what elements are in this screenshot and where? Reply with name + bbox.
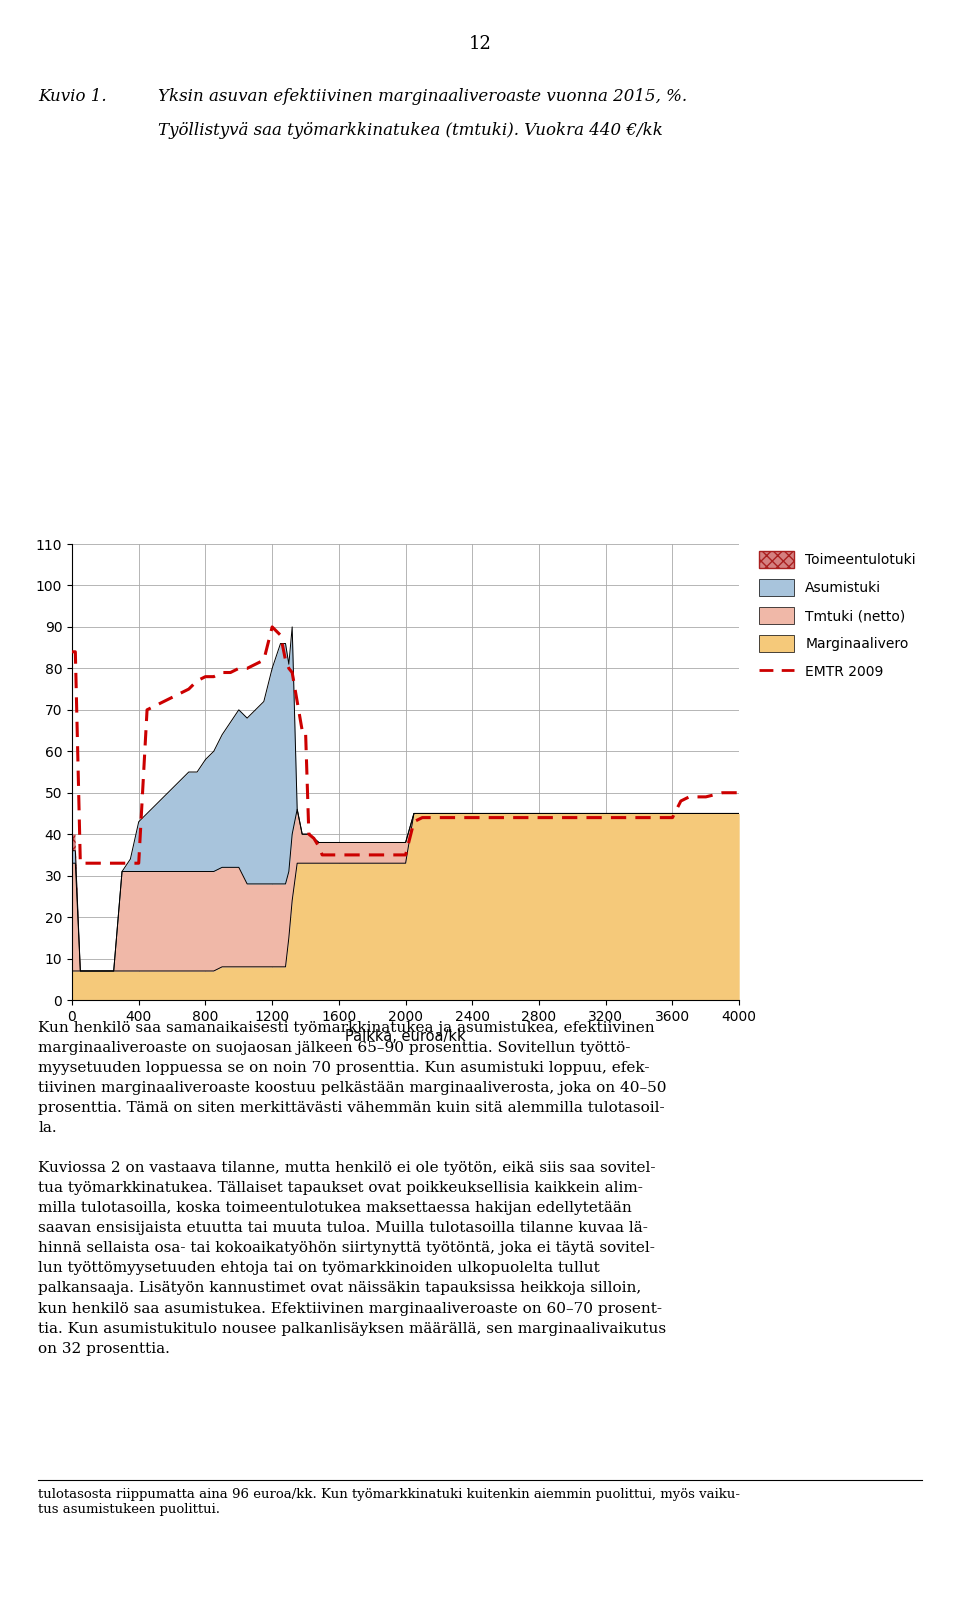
Text: Kun henkilö saa samanaikaisesti työmarkkinatukea ja asumistukea, efektiivinen
ma: Kun henkilö saa samanaikaisesti työmarkk… [38,1021,667,1355]
Text: Työllistyvä saa työmarkkinatukea (tmtuki). Vuokra 440 €/kk: Työllistyvä saa työmarkkinatukea (tmtuki… [158,122,663,139]
X-axis label: Palkka, euroa/kk: Palkka, euroa/kk [346,1029,466,1045]
Legend: Toimeentulotuki, Asumistuki, Tmtuki (netto), Marginaalivero, EMTR 2009: Toimeentulotuki, Asumistuki, Tmtuki (net… [759,550,916,680]
Text: tulotasosta riippumatta aina 96 euroa/kk. Kun työmarkkinatuki kuitenkin aiemmin : tulotasosta riippumatta aina 96 euroa/kk… [38,1488,740,1517]
Text: 12: 12 [468,35,492,53]
Text: Yksin asuvan efektiivinen marginaaliveroaste vuonna 2015, %.: Yksin asuvan efektiivinen marginaalivero… [158,88,687,106]
Text: Kuvio 1.: Kuvio 1. [38,88,107,106]
